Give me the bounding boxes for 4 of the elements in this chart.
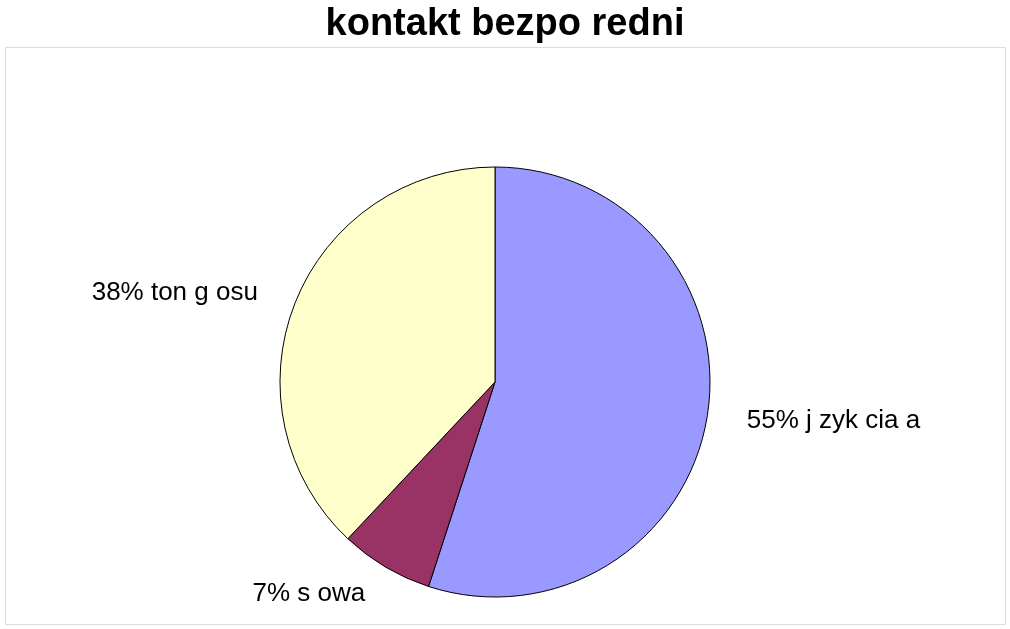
chart-title: kontakt bezpo redni xyxy=(325,1,685,43)
slice-label: 55% j zyk cia a xyxy=(746,404,921,435)
slice-label: 7% s owa xyxy=(252,576,366,607)
slice-label: 38% ton g osu xyxy=(91,275,258,306)
